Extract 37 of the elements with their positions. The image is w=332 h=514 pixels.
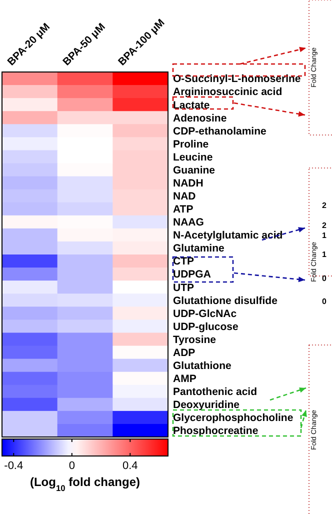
y-tick-label: Glutathione disulfide (173, 294, 278, 307)
y-tick-label: CTP (173, 256, 194, 268)
text: 1 (322, 231, 327, 240)
y-tick-label: Lactate (173, 99, 210, 112)
y-tick-label: Proline (173, 138, 209, 150)
text: 2 (322, 221, 327, 230)
color-bar-label: 0 (68, 460, 75, 472)
color-bar-title: (Log$_{10}$ fold change) (30, 475, 140, 493)
y-tick-label: ADP (173, 346, 196, 359)
text: 1 (322, 250, 327, 259)
y-tick-label: UDPGA (173, 268, 212, 281)
text: 2 (322, 201, 327, 210)
y-tick-label: Phosphocreatine (173, 425, 258, 438)
y-tick-label: UDP-glucose (173, 320, 239, 333)
y-tick-label: Argininosuccinic acid (173, 86, 282, 98)
y-tick-label: Adenosine (173, 112, 227, 124)
y-tick-label: Tyrosine (173, 334, 216, 346)
y-tick-label: UDP-GlcNAc (173, 308, 237, 320)
text: 0 (322, 274, 327, 283)
color-bar-label: 0.4 (122, 460, 138, 472)
y-tick-label: UTP (173, 282, 194, 294)
y-tick-label: Glutamine (173, 242, 224, 255)
y-tick-label: AMP (173, 373, 196, 386)
color-bar-label: -0.4 (4, 460, 24, 472)
text: 0 (322, 297, 327, 306)
y-tick-label: CDP-ethanolamine (173, 125, 267, 138)
y-tick-label: ATP (173, 204, 194, 216)
y-tick-label: Glycerophosphocholine (173, 412, 294, 424)
y-tick-label: NAD (173, 190, 196, 203)
y-tick-label: NADH (173, 177, 204, 190)
y-tick-label: Guanine (173, 164, 216, 176)
y-tick-label: Leucine (173, 151, 213, 164)
y-tick-label: Deoxyuridine (173, 399, 240, 412)
y-tick-label: NAAG (173, 216, 204, 229)
y-tick-label: Glutathione (173, 360, 232, 372)
y-tick-label: O-Succinyl-L-homoserine (173, 73, 301, 86)
y-tick-label: Pantothenic acid (173, 386, 258, 398)
